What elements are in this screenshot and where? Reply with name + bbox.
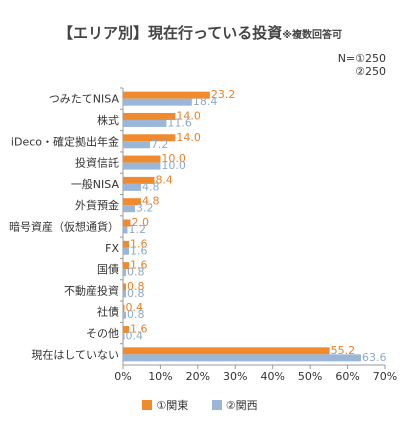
data-label: 7.2	[151, 138, 169, 151]
bar	[123, 247, 129, 255]
category-label: 投資信託	[75, 156, 119, 170]
bar	[123, 311, 126, 319]
legend-item-kanto: ①関東	[142, 397, 188, 413]
data-label: 2.0	[131, 216, 149, 229]
data-label: 0.8	[127, 308, 145, 321]
bar	[123, 283, 126, 291]
bar	[123, 141, 150, 149]
category-label: 一般NISA	[71, 178, 120, 191]
chart-title-note: ※複数回答可	[282, 30, 342, 41]
bar-chart: 0% 10% 20% 30% 40% 50% 60% 70% つみたてNISA 23.218.4 株…	[9, 87, 397, 383]
bar	[123, 219, 131, 227]
data-label: 1.6	[130, 244, 148, 257]
category-label: 暗号資産（仮想通貨）	[9, 220, 119, 234]
data-label: 10.0	[161, 159, 186, 172]
bar	[123, 134, 176, 142]
x-tick-label: 20%	[186, 370, 210, 383]
data-label: 1.6	[130, 323, 148, 336]
category-label: 国債	[97, 262, 119, 276]
category-label: FX	[105, 242, 119, 255]
sample-size-2: ②250	[355, 65, 386, 78]
bar	[123, 176, 155, 184]
data-label: 18.4	[193, 95, 218, 108]
data-label: 0.8	[127, 280, 145, 293]
data-label: 11.6	[167, 116, 192, 129]
bar	[123, 290, 126, 298]
data-label: 0.8	[127, 287, 145, 300]
data-label: 1.2	[128, 223, 146, 236]
bar	[123, 198, 141, 206]
data-label: 0.4	[125, 330, 143, 343]
x-tick-label: 10%	[148, 370, 172, 383]
bar	[123, 112, 176, 120]
chart-title-text: 【エリア別】現在行っている投資	[58, 24, 283, 42]
legend-label-kanto: ①関東	[156, 399, 189, 412]
data-label: 63.6	[362, 351, 387, 364]
data-label: 0.4	[125, 301, 143, 314]
bar	[123, 205, 135, 213]
x-tick-label: 40%	[260, 370, 284, 383]
data-label: 14.0	[176, 131, 201, 144]
data-label: 3.2	[136, 202, 154, 215]
data-label: 1.6	[130, 259, 148, 272]
bar	[123, 155, 161, 163]
sample-size-1: N=①250	[337, 52, 386, 65]
bar	[123, 333, 125, 341]
bar	[123, 347, 330, 355]
data-label: 23.2	[211, 88, 236, 101]
data-label: 55.2	[331, 344, 356, 357]
bar	[123, 119, 167, 127]
x-tick-label: 0%	[114, 370, 131, 383]
legend-item-kansai: ②関西	[211, 397, 258, 413]
bar	[123, 354, 362, 362]
bar	[123, 91, 210, 99]
category-label: iDeco・確定拠出年金	[11, 134, 119, 148]
bar	[123, 304, 125, 312]
chart-title: 【エリア別】現在行っている投資※複数回答可	[0, 22, 400, 43]
category-label: 現在はしていない	[31, 348, 119, 361]
bar	[123, 162, 161, 170]
data-label: 10.0	[161, 152, 186, 165]
legend-label-kansai: ②関西	[225, 399, 258, 412]
category-label: 社債	[97, 305, 119, 319]
bar	[123, 240, 129, 248]
x-tick-label: 60%	[335, 370, 359, 383]
data-label: 14.0	[176, 109, 201, 122]
data-label: 0.8	[127, 266, 145, 279]
chart-legend: ①関東 ②関西	[0, 397, 400, 413]
bar	[123, 183, 141, 191]
x-tick-label: 30%	[223, 370, 247, 383]
bar	[123, 326, 129, 334]
bar	[123, 269, 126, 277]
category-label: その他	[86, 327, 119, 340]
category-label: 不動産投資	[64, 283, 119, 297]
bar	[123, 226, 128, 234]
category-label: つみたてNISA	[49, 93, 120, 106]
data-label: 4.8	[142, 195, 160, 208]
bar	[123, 98, 192, 106]
data-label: 8.4	[155, 173, 173, 186]
category-label: 株式	[97, 113, 119, 127]
x-tick-label: 50%	[298, 370, 322, 383]
data-label: 1.6	[130, 237, 148, 250]
category-label: 外貨預金	[75, 198, 119, 212]
x-tick-label: 70%	[373, 370, 397, 383]
data-label: 4.8	[142, 180, 160, 193]
legend-swatch-kansai	[211, 400, 222, 410]
bar	[123, 262, 129, 270]
legend-swatch-kanto	[142, 400, 153, 410]
